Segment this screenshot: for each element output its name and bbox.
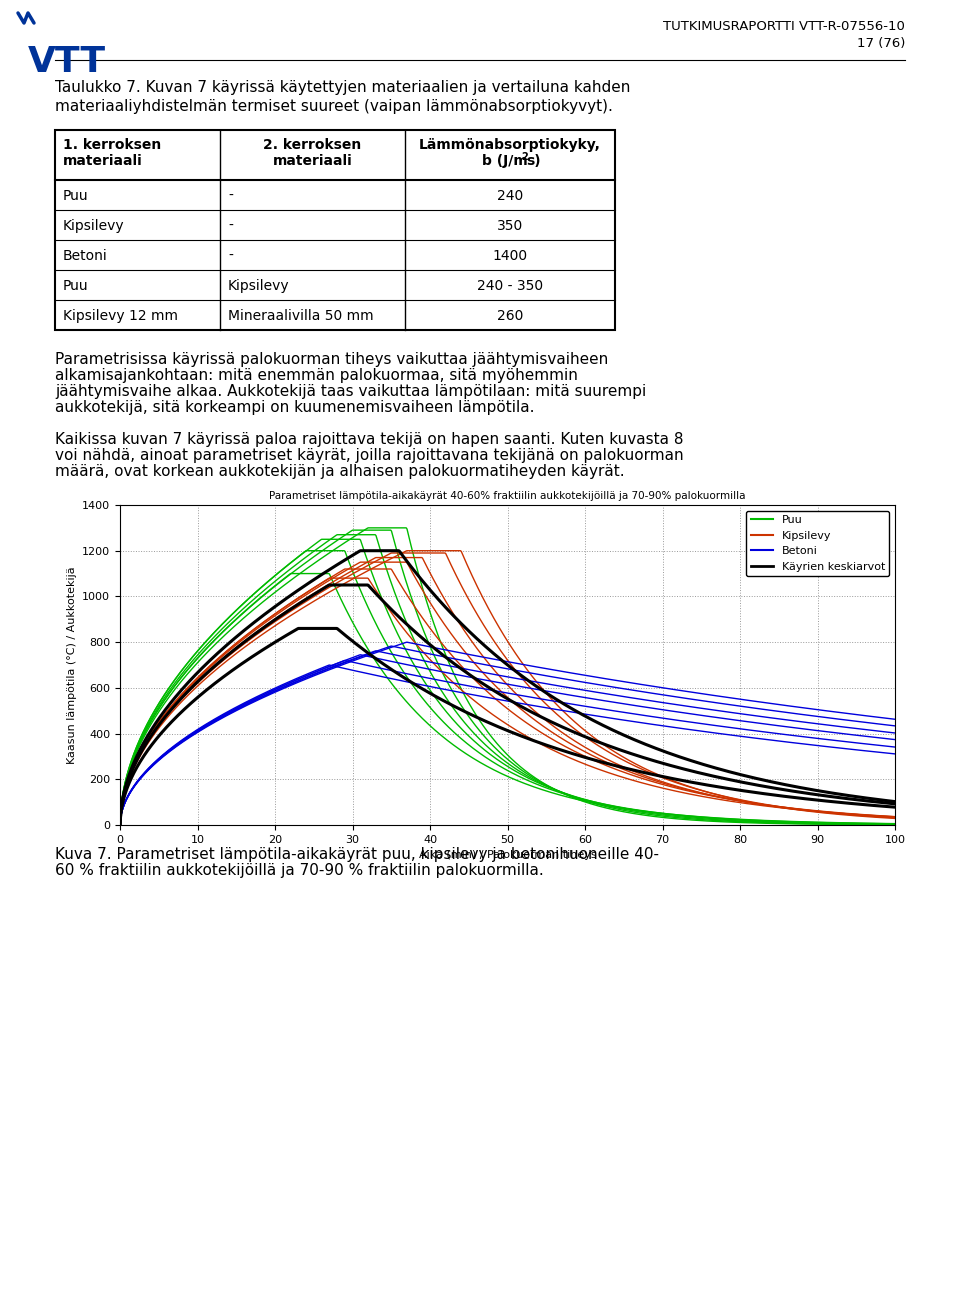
Legend: Puu, Kipsilevy, Betoni, Käyrien keskiarvot: Puu, Kipsilevy, Betoni, Käyrien keskiarv… xyxy=(746,510,890,576)
Text: 240: 240 xyxy=(497,189,523,203)
Text: Kuva 7. Parametriset lämpötila-aikakäyrät puu, kipsilevy ja betonihuoneille 40-: Kuva 7. Parametriset lämpötila-aikakäyrä… xyxy=(55,847,659,863)
Text: TUTKIMUSRAPORTTI VTT-R-07556-10: TUTKIMUSRAPORTTI VTT-R-07556-10 xyxy=(663,20,905,33)
Text: 1. kerroksen: 1. kerroksen xyxy=(63,138,161,153)
Text: 17 (76): 17 (76) xyxy=(856,37,905,50)
Title: Parametriset lämpötila-aikakäyrät 40-60% fraktiilin aukkotekijöillä ja 70-90% pa: Parametriset lämpötila-aikakäyrät 40-60%… xyxy=(269,492,746,501)
Text: voi nähdä, ainoat parametriset käyrät, joilla rajoittavana tekijänä on palokuorm: voi nähdä, ainoat parametriset käyrät, j… xyxy=(55,448,684,463)
Text: jäähtymisvaihe alkaa. Aukkotekijä taas vaikuttaa lämpötilaan: mitä suurempi: jäähtymisvaihe alkaa. Aukkotekijä taas v… xyxy=(55,384,646,398)
Text: VTT: VTT xyxy=(28,45,107,79)
Text: Kipsilevy: Kipsilevy xyxy=(228,279,290,293)
Text: Lämmönabsorptiokyky,: Lämmönabsorptiokyky, xyxy=(420,138,601,153)
Text: -: - xyxy=(228,249,233,263)
Text: s): s) xyxy=(526,154,540,168)
Text: 240 - 350: 240 - 350 xyxy=(477,279,543,293)
Text: Puu: Puu xyxy=(63,189,88,203)
Text: 260: 260 xyxy=(497,309,523,323)
Text: alkamisajankohtaan: mitä enemmän palokuormaa, sitä myöhemmin: alkamisajankohtaan: mitä enemmän palokuo… xyxy=(55,368,578,383)
Text: b (J/m: b (J/m xyxy=(482,154,528,168)
Text: -: - xyxy=(228,220,233,233)
Text: määrä, ovat korkean aukkotekijän ja alhaisen palokuormatiheyden käyrät.: määrä, ovat korkean aukkotekijän ja alha… xyxy=(55,464,625,479)
Text: Kaikissa kuvan 7 käyrissä paloa rajoittava tekijä on hapen saanti. Kuten kuvasta: Kaikissa kuvan 7 käyrissä paloa rajoitta… xyxy=(55,433,684,447)
Text: materiaali: materiaali xyxy=(273,154,352,168)
Text: materiaaliyhdistelmän termiset suureet (vaipan lämmönabsorptiokyvyt).: materiaaliyhdistelmän termiset suureet (… xyxy=(55,99,612,114)
Text: aukkotekijä, sitä korkeampi on kuumenemisvaiheen lämpötila.: aukkotekijä, sitä korkeampi on kuumenemi… xyxy=(55,400,535,416)
Text: materiaali: materiaali xyxy=(63,154,143,168)
Text: -: - xyxy=(228,189,233,203)
Text: Kipsilevy 12 mm: Kipsilevy 12 mm xyxy=(63,309,178,323)
Text: 2. kerroksen: 2. kerroksen xyxy=(263,138,362,153)
Y-axis label: Kaasun lämpötila (°C) / Aukkotekijä: Kaasun lämpötila (°C) / Aukkotekijä xyxy=(66,567,77,764)
Text: Parametrisissa käyrissä palokuorman tiheys vaikuttaa jäähtymisvaiheen: Parametrisissa käyrissä palokuorman tihe… xyxy=(55,352,609,367)
Text: Puu: Puu xyxy=(63,279,88,293)
Text: 350: 350 xyxy=(497,220,523,233)
Text: 2: 2 xyxy=(521,153,528,162)
Text: 1400: 1400 xyxy=(492,249,528,263)
Text: Taulukko 7. Kuvan 7 käyrissä käytettyjen materiaalien ja vertailuna kahden: Taulukko 7. Kuvan 7 käyrissä käytettyjen… xyxy=(55,80,631,95)
Bar xyxy=(55,130,615,330)
Text: Kipsilevy: Kipsilevy xyxy=(63,220,125,233)
Text: Betoni: Betoni xyxy=(63,249,108,263)
X-axis label: Aika (min) / Palokuorman tiheys: Aika (min) / Palokuorman tiheys xyxy=(419,851,596,860)
Text: Mineraalivilla 50 mm: Mineraalivilla 50 mm xyxy=(228,309,373,323)
Text: 60 % fraktiilin aukkotekijöillä ja 70-90 % fraktiilin palokuormilla.: 60 % fraktiilin aukkotekijöillä ja 70-90… xyxy=(55,863,543,878)
